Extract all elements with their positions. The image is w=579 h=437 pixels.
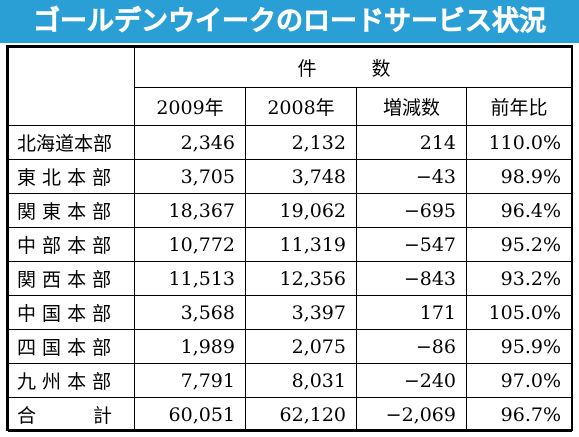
row-label: 中 国 本 部	[8, 295, 135, 330]
header-row-columns: 2009年 2008年 増減数 前年比	[9, 87, 573, 126]
row-label: 北海道本部	[8, 125, 135, 160]
cell-2009: 1,989	[134, 329, 246, 364]
cell-diff: −843	[356, 261, 467, 296]
row-label: 東 北 本 部	[8, 159, 135, 194]
cell-2008: 8,031	[245, 363, 357, 398]
cell-2009: 10,772	[134, 227, 246, 262]
cell-diff: 171	[356, 295, 467, 330]
header-row-group: 件 数	[8, 47, 573, 126]
cell-ratio: 110.0%	[465, 125, 573, 160]
table-row: 北海道本部 2,346 2,132 214 110.0%	[8, 125, 573, 160]
table-row: 中 国 本 部 3,568 3,397 171 105.0%	[8, 295, 573, 330]
col-header-2009: 2009年	[134, 87, 246, 126]
title-bar: ゴールデンウイークのロードサービス状況	[0, 0, 579, 43]
row-label: 関 西 本 部	[8, 261, 135, 296]
cell-ratio: 98.9%	[465, 159, 573, 194]
cell-ratio: 97.0%	[465, 363, 573, 398]
cell-2009: 3,568	[134, 295, 246, 330]
row-label: 四 国 本 部	[8, 329, 135, 364]
cell-2008: 2,132	[245, 125, 357, 160]
cell-2008: 3,748	[245, 159, 357, 194]
cell-2008: 11,319	[245, 227, 357, 262]
cell-ratio: 95.2%	[465, 227, 573, 262]
col-header-diff: 増減数	[356, 87, 467, 126]
cell-2009: 11,513	[134, 261, 246, 296]
cell-diff: −695	[356, 193, 467, 228]
cell-2008: 12,356	[245, 261, 357, 296]
table-row: 中 部 本 部 10,772 11,319 −547 95.2%	[8, 227, 573, 262]
total-2009: 60,051	[134, 397, 246, 432]
row-label: 関 東 本 部	[8, 193, 135, 228]
total-ratio: 96.7%	[465, 397, 573, 432]
cell-diff: −240	[356, 363, 467, 398]
cell-ratio: 93.2%	[465, 261, 573, 296]
cell-2009: 2,346	[134, 125, 246, 160]
cell-ratio: 96.4%	[465, 193, 573, 228]
cell-ratio: 95.9%	[465, 329, 573, 364]
col-header-ratio: 前年比	[465, 87, 573, 126]
page-title: ゴールデンウイークのロードサービス状況	[33, 6, 547, 37]
cell-2008: 3,397	[245, 295, 357, 330]
cell-diff: −86	[356, 329, 467, 364]
cell-diff: −547	[356, 227, 467, 262]
header-group-label: 件 数	[297, 58, 409, 80]
data-table: 件 数 2009年 2008年 増減数 前年比 北海道本部 2,346 2,13…	[8, 47, 573, 432]
cell-ratio: 105.0%	[465, 295, 573, 330]
total-2008: 62,120	[245, 397, 357, 432]
col-header-2008: 2008年	[245, 87, 357, 126]
table-row: 関 東 本 部 18,367 19,062 −695 96.4%	[8, 193, 573, 228]
cell-diff: 214	[356, 125, 467, 160]
cell-2009: 3,705	[134, 159, 246, 194]
cell-2008: 2,075	[245, 329, 357, 364]
total-label: 合 計	[8, 397, 135, 432]
table-row: 東 北 本 部 3,705 3,748 −43 98.9%	[8, 159, 573, 194]
cell-diff: −43	[356, 159, 467, 194]
table-row: 関 西 本 部 11,513 12,356 −843 93.2%	[8, 261, 573, 296]
cell-2009: 7,791	[134, 363, 246, 398]
cell-2009: 18,367	[134, 193, 246, 228]
row-label: 九 州 本 部	[8, 363, 135, 398]
total-diff: −2,069	[356, 397, 467, 432]
table-row: 四 国 本 部 1,989 2,075 −86 95.9%	[8, 329, 573, 364]
row-label: 中 部 本 部	[8, 227, 135, 262]
road-service-table: 件 数 2009年 2008年 増減数 前年比 北海道本部 2,346 2,13…	[6, 45, 573, 432]
table-row: 九 州 本 部 7,791 8,031 −240 97.0%	[8, 363, 573, 398]
corner-cell	[8, 47, 135, 126]
total-row: 合 計 60,051 62,120 −2,069 96.7%	[8, 397, 573, 432]
cell-2008: 19,062	[245, 193, 357, 228]
header-group-count: 件 数	[133, 47, 573, 88]
